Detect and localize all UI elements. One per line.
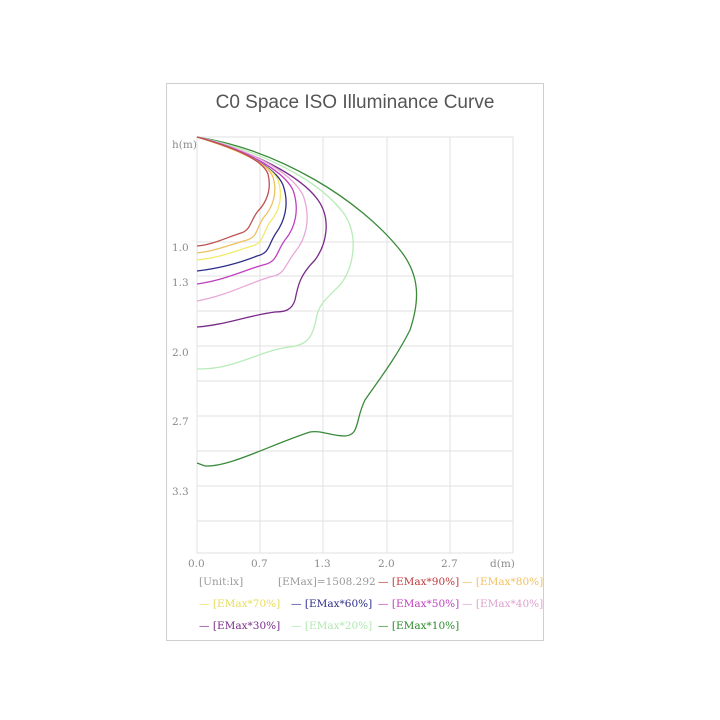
curve-30 bbox=[196, 136, 327, 328]
chart-frame bbox=[166, 83, 544, 641]
curve-40 bbox=[196, 136, 308, 302]
legend-emax: [EMax]=1508.292 bbox=[278, 576, 376, 588]
y-tick: 2.0 bbox=[172, 347, 189, 359]
x-axis-label: d(m) bbox=[490, 558, 515, 570]
curve-50 bbox=[196, 136, 297, 285]
legend-item-70: — [EMax*70%] bbox=[199, 598, 281, 610]
y-axis-label: h(m) bbox=[172, 139, 197, 151]
legend-label: [EMax*50%] bbox=[391, 598, 460, 610]
legend-item-50: — [EMax*50%] bbox=[378, 598, 460, 610]
grid bbox=[196, 136, 514, 554]
chart-title: C0 Space ISO Illuminance Curve bbox=[215, 92, 495, 113]
iso-curves bbox=[196, 136, 418, 467]
x-tick: 1.3 bbox=[314, 558, 331, 570]
x-tick: 2.0 bbox=[378, 558, 395, 570]
legend-unit: [Unit:lx] bbox=[199, 576, 244, 588]
curve-90 bbox=[196, 136, 270, 247]
legend-label: [EMax*80%] bbox=[475, 576, 544, 588]
legend-item-40: — [EMax*40%] bbox=[462, 598, 544, 610]
x-tick: 0.7 bbox=[251, 558, 268, 570]
legend-item-90: — [EMax*90%] bbox=[378, 576, 460, 588]
legend-item-20: — [EMax*20%] bbox=[291, 620, 373, 632]
legend-item-60: — [EMax*60%] bbox=[291, 598, 373, 610]
legend-item-10: — [EMax*10%] bbox=[378, 620, 460, 632]
x-tick: 0.0 bbox=[188, 558, 205, 570]
legend-item-30: — [EMax*30%] bbox=[199, 620, 281, 632]
legend-label: [EMax*10%] bbox=[391, 620, 460, 632]
legend-item-80: — [EMax*80%] bbox=[462, 576, 544, 588]
legend-label: [EMax*30%] bbox=[212, 620, 281, 632]
y-tick: 1.0 bbox=[172, 242, 189, 254]
legend-label: [EMax*60%] bbox=[304, 598, 373, 610]
curve-10 bbox=[196, 136, 418, 467]
legend-label: [EMax*90%] bbox=[391, 576, 460, 588]
y-tick: 2.7 bbox=[172, 416, 189, 428]
legend-label: [EMax*40%] bbox=[475, 598, 544, 610]
x-tick: 2.7 bbox=[441, 558, 458, 570]
legend-label: [EMax*70%] bbox=[212, 598, 281, 610]
y-tick: 1.3 bbox=[172, 277, 189, 289]
curve-20 bbox=[196, 136, 354, 370]
y-tick: 3.3 bbox=[172, 486, 189, 498]
legend-label: [EMax*20%] bbox=[304, 620, 373, 632]
